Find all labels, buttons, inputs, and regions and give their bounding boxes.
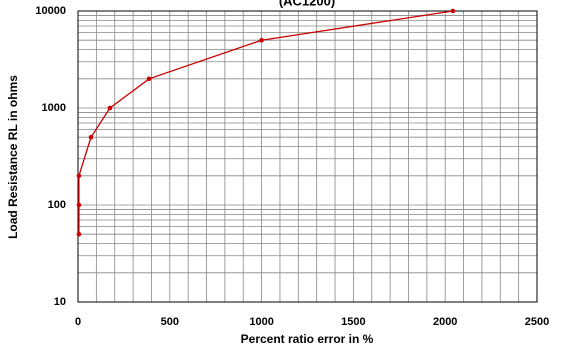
chart-title: (AC1200) (279, 0, 335, 8)
y-axis-label: Load Resistance RL in ohms (6, 75, 20, 239)
data-point (450, 8, 456, 14)
data-point (76, 231, 82, 237)
y-tick-label: 10 (54, 296, 66, 308)
x-tick-label: 1500 (341, 316, 365, 328)
x-axis-label: Percent ratio error in % (241, 332, 374, 346)
data-point (88, 134, 94, 140)
y-tick-label: 1000 (42, 102, 66, 114)
x-tick-label: 1000 (249, 316, 273, 328)
data-line (78, 10, 454, 235)
data-point (76, 173, 82, 179)
x-tick-label: 2500 (525, 316, 549, 328)
y-tick-label: 100 (48, 199, 66, 211)
y-tick-label: 10000 (35, 5, 66, 17)
data-point (107, 105, 113, 111)
plot-frame (77, 10, 538, 303)
data-point (146, 76, 152, 82)
data-point (76, 202, 82, 208)
x-tick-label: 2000 (433, 316, 457, 328)
x-tick-label: 0 (75, 316, 81, 328)
x-tick-label: 500 (161, 316, 179, 328)
data-point (259, 37, 264, 43)
